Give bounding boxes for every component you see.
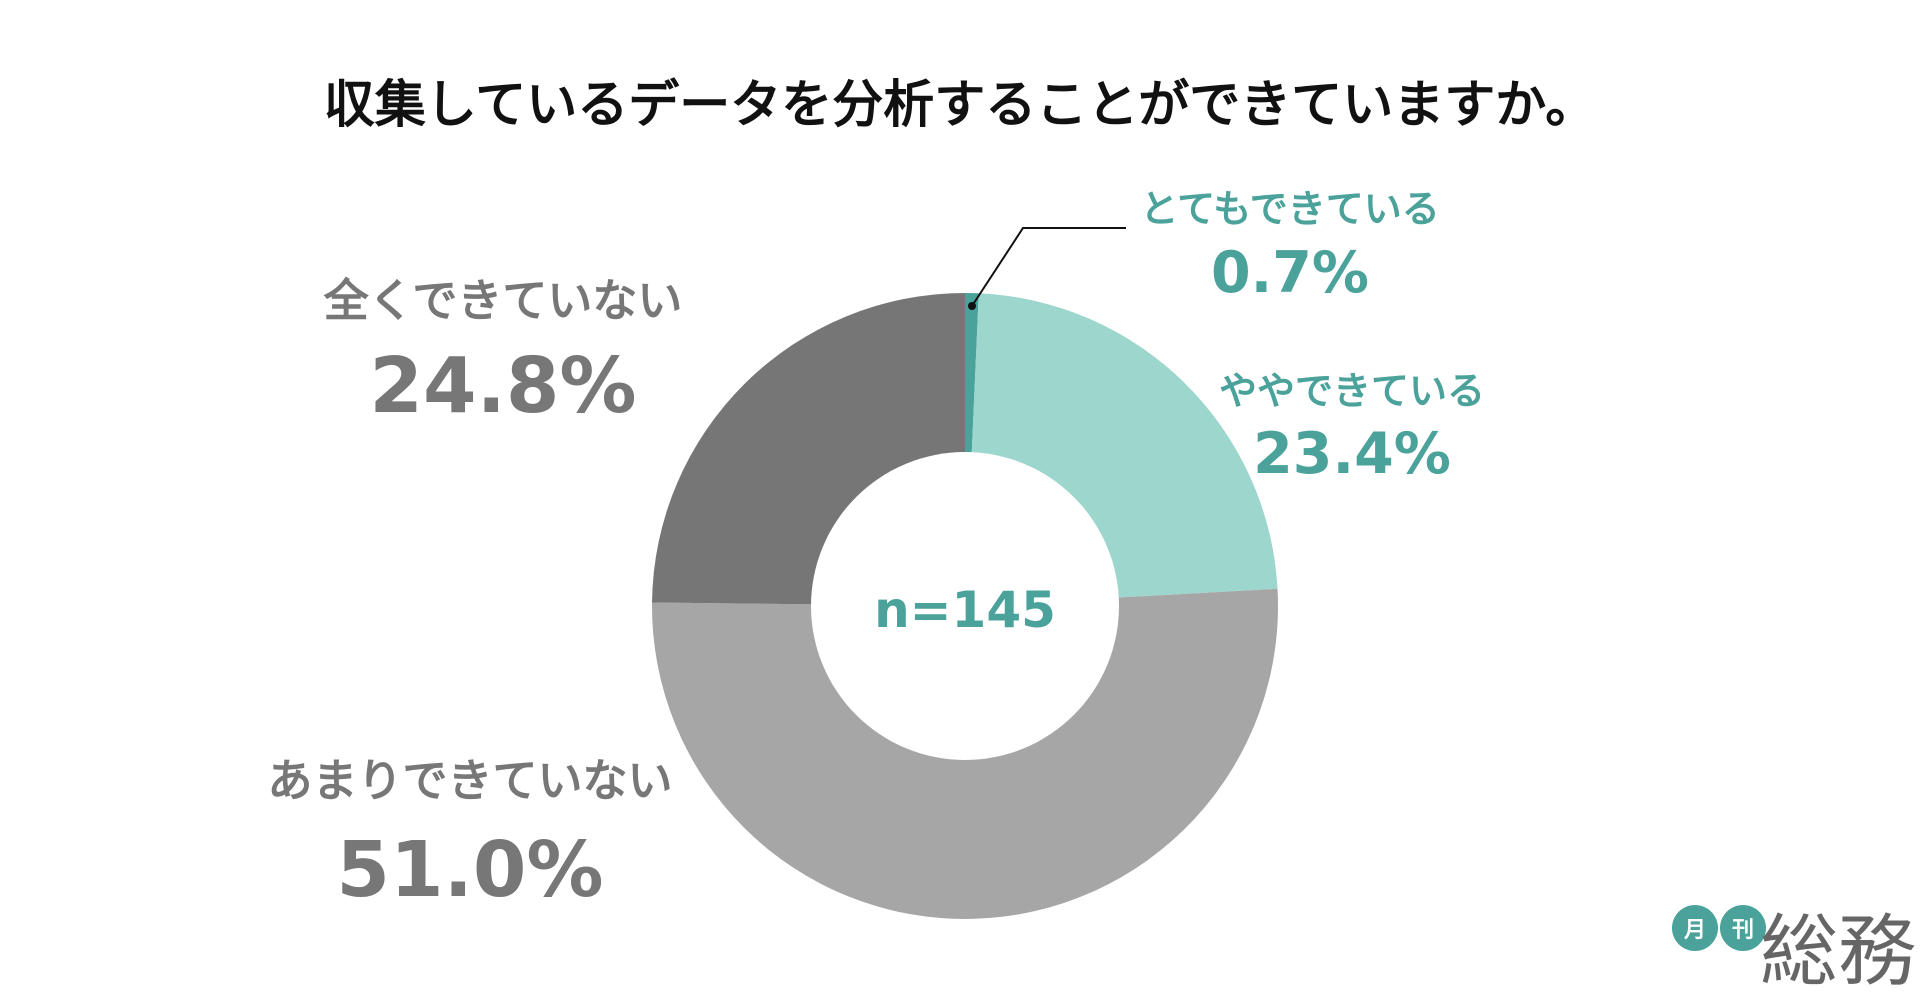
chart-title: 収集しているデータを分析することができていますか。 xyxy=(324,76,1596,135)
label-totemo: とてもできている xyxy=(1140,187,1439,231)
label-amari: あまりできていない xyxy=(267,754,672,807)
logo-badge-1 xyxy=(1672,905,1718,951)
pct-totemo: 0.7% xyxy=(1211,240,1369,306)
donut-hole xyxy=(811,452,1119,760)
logo: 月 刊 総務 xyxy=(1672,905,1916,997)
logo-badge-2-text: 刊 xyxy=(1732,918,1754,943)
logo-wordmark: 総務 xyxy=(1760,907,1916,997)
label-mattaku: 全くできていない xyxy=(323,274,683,327)
logo-badge-2 xyxy=(1720,905,1766,951)
center-label: n=145 xyxy=(874,581,1056,639)
pct-mattaku: 24.8% xyxy=(369,342,636,431)
label-yaya: ややできている xyxy=(1219,369,1485,413)
pct-yaya: 23.4% xyxy=(1253,421,1451,487)
logo-badge-1-text: 月 xyxy=(1683,918,1706,943)
leader-line xyxy=(968,227,1126,310)
pct-amari: 51.0% xyxy=(336,826,603,915)
